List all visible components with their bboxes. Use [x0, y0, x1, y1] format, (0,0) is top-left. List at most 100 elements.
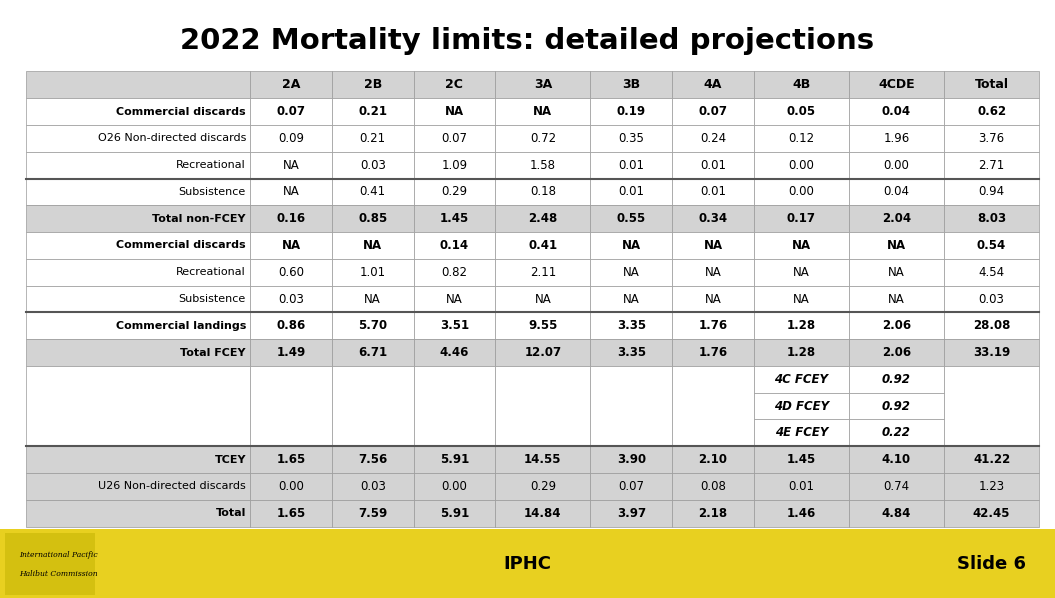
Text: 0.41: 0.41: [529, 239, 557, 252]
Text: 4.10: 4.10: [882, 453, 912, 466]
Text: 4.84: 4.84: [882, 507, 912, 520]
Text: 0.60: 0.60: [279, 266, 304, 279]
Bar: [26, 71, 250, 98]
Text: 0.12: 0.12: [788, 132, 814, 145]
Bar: [849, 366, 944, 393]
Text: 0.00: 0.00: [788, 158, 814, 172]
Text: 4CDE: 4CDE: [878, 78, 915, 91]
Text: Total: Total: [215, 508, 246, 518]
Text: 3B: 3B: [622, 78, 640, 91]
Text: 3.97: 3.97: [617, 507, 646, 520]
Bar: [495, 339, 591, 366]
Text: Commercial discards: Commercial discards: [116, 240, 246, 251]
Bar: [849, 71, 944, 98]
Bar: [250, 312, 332, 339]
Text: 0.04: 0.04: [882, 105, 912, 118]
Text: 1.76: 1.76: [698, 319, 728, 332]
Bar: [414, 473, 495, 500]
Text: 0.05: 0.05: [787, 105, 816, 118]
Bar: [591, 286, 672, 312]
Text: 0.09: 0.09: [279, 132, 304, 145]
Bar: [849, 152, 944, 179]
Text: 7.59: 7.59: [358, 507, 387, 520]
Bar: [944, 179, 1039, 205]
Bar: [672, 71, 754, 98]
Text: 4D FCEY: 4D FCEY: [773, 399, 829, 413]
Bar: [250, 98, 332, 125]
Text: 0.07: 0.07: [276, 105, 306, 118]
Text: 3.90: 3.90: [617, 453, 646, 466]
Bar: [591, 473, 672, 500]
Text: NA: NA: [887, 239, 906, 252]
Bar: [849, 473, 944, 500]
Bar: [332, 205, 414, 232]
Bar: [754, 259, 849, 286]
Bar: [414, 259, 495, 286]
Bar: [495, 366, 591, 446]
Bar: [26, 286, 250, 312]
Bar: [332, 152, 414, 179]
Text: NA: NA: [282, 239, 301, 252]
Text: 14.84: 14.84: [524, 507, 561, 520]
Text: 0.01: 0.01: [788, 480, 814, 493]
Text: 0.92: 0.92: [882, 399, 910, 413]
Text: U26 Non-directed discards: U26 Non-directed discards: [98, 481, 246, 492]
Bar: [672, 446, 754, 473]
Text: 0.03: 0.03: [360, 158, 386, 172]
Text: NA: NA: [622, 266, 639, 279]
Bar: [944, 125, 1039, 152]
Bar: [26, 473, 250, 500]
Bar: [944, 71, 1039, 98]
Text: 2.10: 2.10: [698, 453, 728, 466]
Bar: [332, 179, 414, 205]
Text: 0.01: 0.01: [699, 158, 726, 172]
Bar: [591, 205, 672, 232]
Bar: [495, 152, 591, 179]
Bar: [849, 312, 944, 339]
Bar: [495, 179, 591, 205]
Bar: [250, 259, 332, 286]
Bar: [250, 339, 332, 366]
Text: TCEY: TCEY: [214, 454, 246, 465]
Text: Total non-FCEY: Total non-FCEY: [153, 213, 246, 224]
Bar: [250, 205, 332, 232]
Bar: [944, 232, 1039, 259]
Text: 0.41: 0.41: [360, 185, 386, 199]
Bar: [754, 312, 849, 339]
Text: 0.16: 0.16: [276, 212, 306, 225]
Bar: [414, 125, 495, 152]
Text: International Pacific: International Pacific: [19, 551, 97, 559]
Bar: [754, 286, 849, 312]
Text: 0.01: 0.01: [699, 185, 726, 199]
Text: 3.35: 3.35: [617, 346, 646, 359]
Bar: [332, 259, 414, 286]
Text: 0.00: 0.00: [441, 480, 467, 493]
Bar: [591, 71, 672, 98]
Bar: [944, 286, 1039, 312]
Bar: [332, 125, 414, 152]
Text: NA: NA: [705, 266, 722, 279]
Bar: [944, 152, 1039, 179]
Text: 0.54: 0.54: [977, 239, 1006, 252]
Bar: [414, 232, 495, 259]
Text: 0.21: 0.21: [360, 132, 386, 145]
Bar: [495, 259, 591, 286]
Text: 3.76: 3.76: [979, 132, 1004, 145]
Text: 2C: 2C: [445, 78, 463, 91]
Text: 2.04: 2.04: [882, 212, 912, 225]
Text: NA: NA: [364, 292, 381, 306]
Bar: [944, 366, 1039, 446]
Bar: [754, 152, 849, 179]
Text: Subsistence: Subsistence: [178, 187, 246, 197]
Text: 1.28: 1.28: [787, 346, 816, 359]
Text: NA: NA: [705, 292, 722, 306]
Text: 1.65: 1.65: [276, 507, 306, 520]
Bar: [944, 339, 1039, 366]
Bar: [495, 98, 591, 125]
Text: 2.48: 2.48: [529, 212, 557, 225]
Text: 2A: 2A: [282, 78, 301, 91]
Text: 9.55: 9.55: [529, 319, 557, 332]
Bar: [414, 152, 495, 179]
Bar: [414, 71, 495, 98]
Text: 1.45: 1.45: [440, 212, 469, 225]
